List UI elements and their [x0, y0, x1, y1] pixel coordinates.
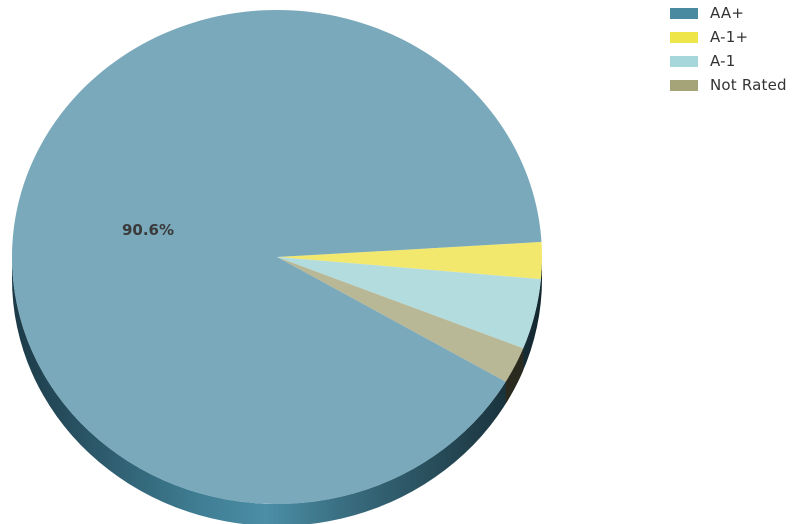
pie-side-not-rated [505, 348, 524, 404]
pie-slice-aa-[interactable] [12, 9, 542, 505]
legend-item-not-rated[interactable]: Not Rated [670, 76, 787, 94]
pie-slices [12, 9, 543, 505]
legend-label: A-1+ [710, 28, 749, 46]
legend-item-a-1[interactable]: A-1 [670, 52, 787, 70]
pie-slice-a-1-[interactable] [277, 241, 543, 280]
pie-slice-not-rated[interactable] [277, 257, 524, 382]
data-label-aa-: 90.6% [122, 221, 174, 239]
legend-item-a-1-[interactable]: A-1+ [670, 28, 787, 46]
legend-label: Not Rated [710, 76, 787, 94]
chart-legend: AA+ A-1+ A-1 Not Rated [670, 4, 787, 94]
legend-item-aa-[interactable]: AA+ [670, 4, 787, 22]
pie-slice-a-1[interactable] [277, 257, 541, 349]
legend-swatch [670, 79, 698, 91]
legend-label: AA+ [710, 4, 745, 22]
legend-label: A-1 [710, 52, 736, 70]
legend-swatch [670, 55, 698, 67]
legend-swatch [670, 7, 698, 19]
legend-swatch [670, 31, 698, 43]
pie-3d-side [12, 257, 542, 524]
pie-data-labels: 90.6% [122, 221, 174, 239]
